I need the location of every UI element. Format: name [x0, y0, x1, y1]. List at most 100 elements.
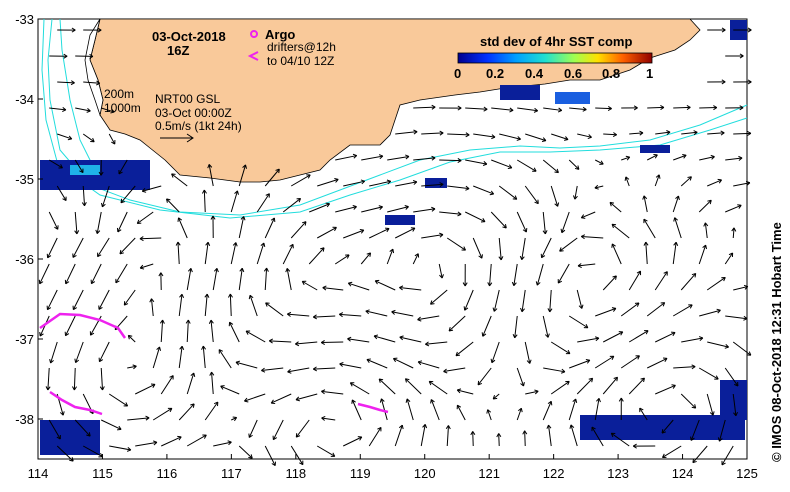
current-arrow	[620, 302, 640, 317]
current-arrow-head	[417, 360, 423, 366]
current-arrow-head	[639, 130, 644, 136]
current-arrow	[96, 211, 102, 234]
current-arrow	[150, 298, 154, 317]
current-arrow-head	[72, 253, 77, 258]
current-arrow-head	[731, 227, 737, 232]
current-arrow-head	[457, 211, 462, 217]
current-arrow	[290, 445, 304, 465]
current-arrow-head	[321, 389, 326, 395]
lon-tick-label: 120	[414, 466, 436, 481]
current-arrow	[570, 424, 578, 447]
map-time: 16Z	[167, 43, 189, 58]
current-arrow-head	[583, 323, 589, 329]
current-arrow-head	[201, 189, 207, 194]
current-arrow-head	[457, 105, 462, 111]
current-arrow-head	[330, 452, 336, 457]
current-arrow-head	[673, 241, 679, 247]
current-arrow-head	[169, 375, 174, 380]
drifter-icon	[247, 51, 259, 61]
current-arrow-head	[72, 305, 77, 311]
current-arrow	[525, 390, 539, 395]
current-arrow-head	[512, 334, 518, 339]
current-arrow	[73, 367, 76, 391]
current-arrow	[732, 341, 752, 356]
current-arrow	[594, 398, 600, 421]
current-arrow-head	[404, 204, 409, 210]
current-arrow-head	[660, 105, 665, 111]
current-arrow	[439, 211, 462, 215]
current-arrow-head	[439, 130, 444, 136]
current-arrow	[301, 280, 318, 291]
current-arrow	[238, 216, 245, 239]
current-arrow-head	[709, 411, 715, 416]
current-arrow	[489, 263, 492, 286]
current-arrow-head	[295, 341, 300, 347]
current-arrow	[707, 341, 729, 348]
current-arrow-head	[431, 206, 436, 212]
current-arrow	[48, 159, 63, 169]
current-arrow	[595, 107, 612, 110]
current-arrow	[140, 263, 154, 269]
current-arrow	[101, 107, 115, 113]
current-arrow-head	[207, 164, 213, 169]
current-arrow-head	[632, 443, 637, 449]
current-arrow	[142, 185, 162, 192]
current-arrow	[654, 174, 660, 187]
current-arrow-head	[234, 190, 239, 195]
current-arrow-head	[412, 180, 418, 185]
current-arrow	[335, 155, 357, 161]
current-arrow-head	[520, 381, 525, 387]
current-arrow-head	[71, 27, 76, 33]
current-arrow-head	[320, 247, 325, 252]
current-arrow-head	[522, 430, 528, 435]
current-arrow	[639, 407, 648, 421]
current-arrow	[351, 399, 362, 421]
current-arrow-head	[693, 130, 698, 136]
current-arrow-head	[662, 453, 667, 458]
current-arrow	[581, 211, 596, 219]
current-arrow	[625, 176, 630, 187]
current-arrow-head	[625, 155, 631, 161]
current-arrow	[439, 159, 462, 162]
current-arrow	[256, 242, 265, 265]
current-arrow	[378, 378, 396, 395]
current-arrow-head	[145, 415, 150, 421]
sst-patch	[555, 92, 590, 104]
current-arrow	[339, 313, 362, 317]
current-arrow-head	[526, 359, 532, 364]
current-arrow-head	[56, 434, 61, 440]
current-arrow-head	[322, 285, 327, 291]
current-arrow	[39, 263, 50, 285]
current-arrow-head	[516, 136, 521, 141]
current-arrow-head	[481, 332, 487, 337]
current-arrow	[465, 211, 486, 223]
current-arrow-head	[610, 432, 616, 438]
current-arrow-head	[714, 375, 719, 380]
current-arrow	[238, 445, 253, 459]
current-arrow	[628, 377, 645, 395]
current-arrow	[672, 242, 677, 265]
current-arrow-head	[490, 358, 496, 364]
current-arrow-head	[49, 358, 54, 364]
current-arrow-head	[285, 268, 291, 273]
lat-tick-label: -34	[15, 92, 34, 107]
current-arrow-head	[662, 357, 668, 363]
current-arrow-head	[710, 154, 715, 160]
current-arrow	[361, 206, 383, 213]
current-arrow	[654, 271, 668, 291]
current-arrow-head	[611, 223, 617, 229]
current-arrow-head	[59, 411, 65, 416]
current-arrow-head	[612, 275, 617, 280]
current-arrow	[707, 132, 725, 135]
current-arrow	[643, 195, 648, 213]
current-arrow	[386, 248, 394, 265]
current-arrow-head	[345, 254, 350, 259]
current-arrow-head	[99, 386, 105, 391]
colorbar-tick: 1	[646, 66, 653, 81]
current-arrow-head	[275, 168, 280, 174]
current-arrow-head	[301, 280, 307, 286]
current-arrow	[421, 183, 444, 187]
current-arrow-head	[609, 201, 615, 207]
lon-tick-label: 119	[350, 466, 371, 481]
current-arrow	[343, 436, 362, 447]
